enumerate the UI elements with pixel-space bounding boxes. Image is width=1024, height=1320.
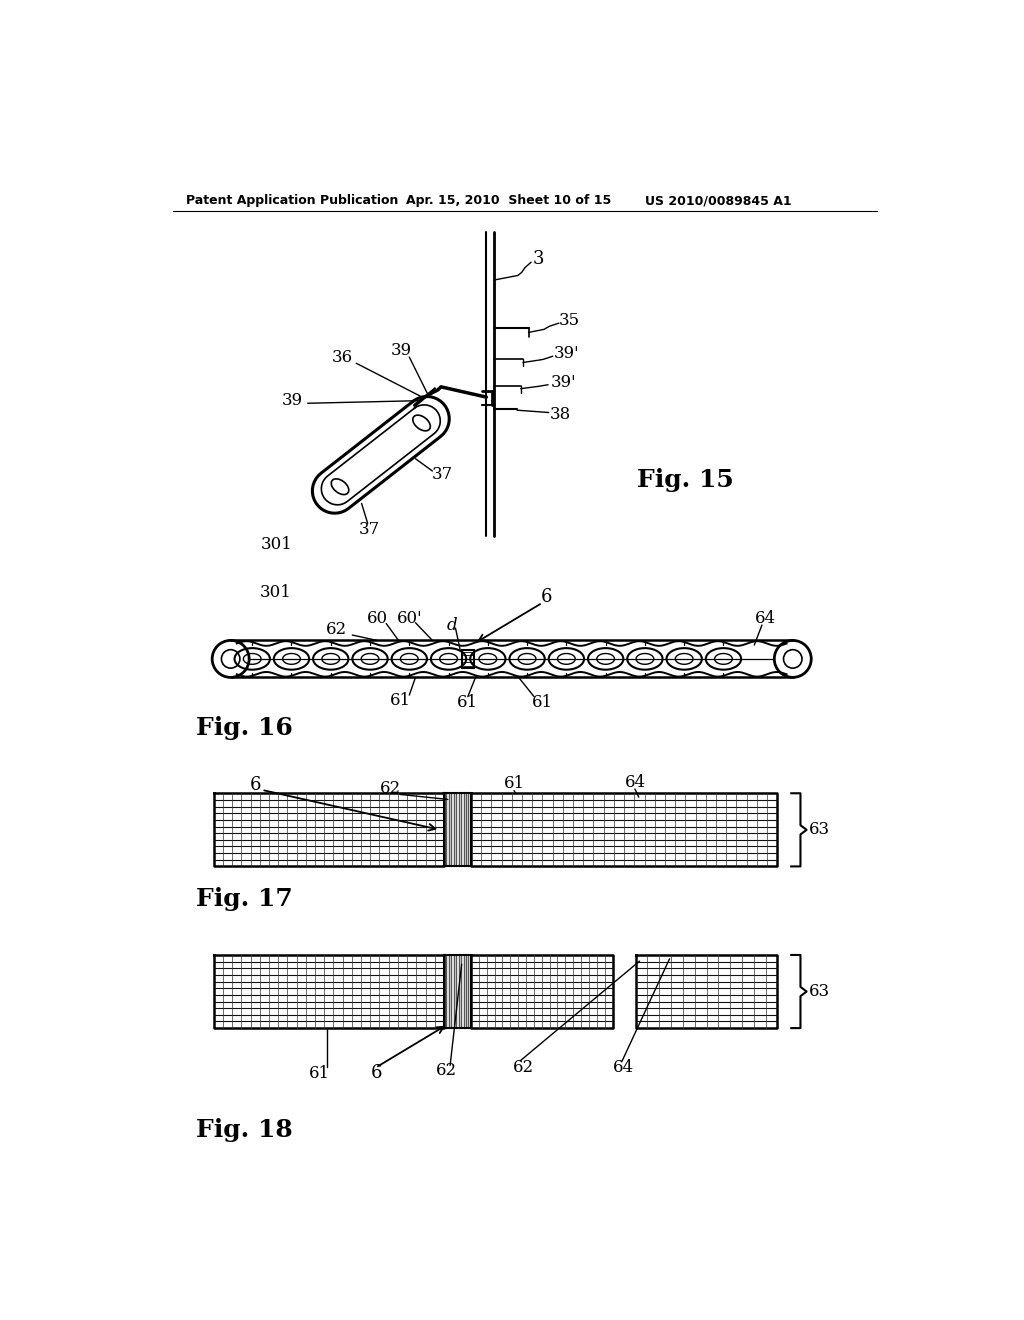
Text: Fig. 18: Fig. 18 [197, 1118, 293, 1142]
Text: Patent Application Publication: Patent Application Publication [186, 194, 398, 207]
Text: 61: 61 [389, 692, 411, 709]
Text: 39: 39 [391, 342, 413, 359]
Text: 37: 37 [432, 466, 453, 483]
Text: 64: 64 [756, 610, 776, 627]
Text: 39': 39' [554, 346, 580, 363]
Text: 60': 60' [396, 610, 422, 627]
Text: 39: 39 [282, 392, 303, 409]
Text: 61: 61 [531, 693, 553, 710]
Text: d: d [447, 618, 458, 635]
Text: 301: 301 [261, 536, 293, 553]
Text: 64: 64 [625, 774, 646, 791]
Text: 63: 63 [809, 821, 830, 838]
Text: Fig. 15: Fig. 15 [637, 469, 733, 492]
Text: 36: 36 [332, 348, 353, 366]
Text: 62: 62 [327, 622, 347, 638]
Text: Apr. 15, 2010  Sheet 10 of 15: Apr. 15, 2010 Sheet 10 of 15 [407, 194, 611, 207]
Text: 62: 62 [380, 780, 401, 797]
Text: 3: 3 [532, 249, 545, 268]
Text: 35: 35 [559, 312, 580, 329]
Text: 63: 63 [809, 983, 830, 1001]
Text: US 2010/0089845 A1: US 2010/0089845 A1 [645, 194, 792, 207]
Text: 62: 62 [435, 1063, 457, 1080]
Text: 62: 62 [513, 1059, 534, 1076]
Text: 6: 6 [372, 1064, 383, 1082]
Text: Fig. 17: Fig. 17 [197, 887, 293, 911]
Bar [462, 649, 474, 668]
Text: 37: 37 [358, 521, 380, 539]
Text: 301: 301 [259, 585, 291, 601]
Text: 6: 6 [541, 589, 552, 606]
Text: Fig. 16: Fig. 16 [197, 717, 293, 741]
Text: 61: 61 [458, 693, 478, 710]
Text: 61: 61 [504, 775, 524, 792]
Text: 39': 39' [551, 374, 577, 391]
Text: 6: 6 [250, 776, 261, 795]
Text: 38: 38 [550, 405, 570, 422]
Text: 64: 64 [612, 1059, 634, 1076]
Text: 61: 61 [308, 1065, 330, 1081]
Text: 60: 60 [367, 610, 387, 627]
